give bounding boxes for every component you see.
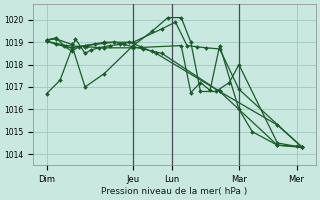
X-axis label: Pression niveau de la mer( hPa ): Pression niveau de la mer( hPa )	[101, 187, 248, 196]
